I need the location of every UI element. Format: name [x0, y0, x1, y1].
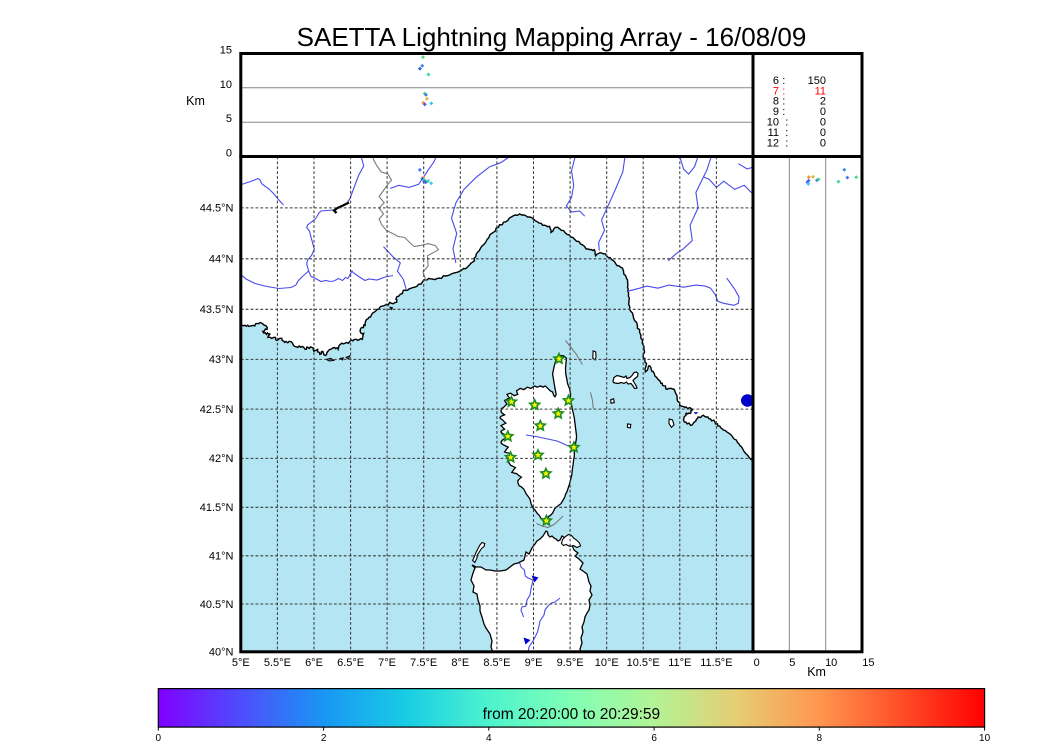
svg-text:10: 10	[220, 79, 232, 91]
svg-text:5.5°E: 5.5°E	[264, 657, 291, 669]
svg-text:10.5°E: 10.5°E	[627, 657, 660, 669]
svg-text:9: 9	[773, 106, 779, 118]
svg-text:0: 0	[156, 733, 162, 744]
svg-text:10: 10	[767, 117, 779, 129]
svg-text:0: 0	[754, 657, 760, 669]
svg-text:5°E: 5°E	[232, 657, 250, 669]
svg-text:SAETTA Lightning Mapping Array: SAETTA Lightning Mapping Array - 16/08/0…	[297, 22, 807, 52]
svg-text::: :	[785, 117, 788, 129]
svg-text:10: 10	[979, 733, 991, 744]
svg-text:40.5°N: 40.5°N	[200, 599, 234, 611]
svg-text:0: 0	[820, 137, 826, 149]
svg-text:7.5°E: 7.5°E	[410, 657, 437, 669]
svg-text:6: 6	[773, 75, 779, 87]
svg-text:5: 5	[789, 657, 795, 669]
svg-text::: :	[785, 137, 788, 149]
svg-text:7°E: 7°E	[378, 657, 396, 669]
svg-text:4: 4	[486, 733, 492, 744]
svg-text:44.5°N: 44.5°N	[200, 203, 234, 215]
svg-text:8: 8	[817, 733, 823, 744]
svg-text:42.5°N: 42.5°N	[200, 404, 234, 416]
svg-text:42°N: 42°N	[209, 453, 234, 465]
svg-text:8.5°E: 8.5°E	[483, 657, 510, 669]
svg-text:0: 0	[820, 106, 826, 118]
svg-text:0: 0	[820, 117, 826, 129]
svg-text:41.5°N: 41.5°N	[200, 502, 234, 514]
svg-text:11°E: 11°E	[668, 657, 691, 669]
svg-text:10: 10	[825, 657, 837, 669]
svg-text::: :	[782, 106, 785, 118]
svg-text:6.5°E: 6.5°E	[337, 657, 364, 669]
svg-text:2: 2	[820, 96, 826, 108]
svg-text:0: 0	[226, 148, 232, 160]
svg-text:5: 5	[226, 113, 232, 125]
svg-text:0: 0	[820, 127, 826, 139]
svg-text:12: 12	[767, 137, 779, 149]
svg-text::: :	[785, 127, 788, 139]
svg-text:11: 11	[768, 127, 779, 139]
svg-text::: :	[782, 85, 785, 97]
svg-text:2: 2	[321, 733, 327, 744]
svg-text:Km: Km	[807, 665, 826, 679]
svg-text:9°E: 9°E	[525, 657, 543, 669]
svg-text:43.5°N: 43.5°N	[200, 304, 234, 316]
svg-text:8: 8	[773, 96, 779, 108]
svg-text:11.5°E: 11.5°E	[700, 657, 732, 669]
svg-text:44°N: 44°N	[209, 254, 234, 266]
svg-text:7: 7	[773, 85, 779, 97]
svg-text:9.5°E: 9.5°E	[557, 657, 584, 669]
svg-text:Km: Km	[186, 94, 205, 108]
svg-text:15: 15	[220, 45, 232, 57]
svg-text:41°N: 41°N	[209, 551, 234, 563]
svg-text:6: 6	[651, 733, 657, 744]
svg-text::: :	[782, 75, 785, 87]
svg-text:150: 150	[808, 75, 826, 87]
svg-text:40°N: 40°N	[209, 647, 234, 659]
svg-text::: :	[782, 96, 785, 108]
svg-text:43°N: 43°N	[209, 354, 234, 366]
svg-text:8°E: 8°E	[451, 657, 469, 669]
svg-text:10°E: 10°E	[595, 657, 619, 669]
svg-text:from 20:20:00 to 20:29:59: from 20:20:00 to 20:29:59	[483, 706, 661, 723]
svg-text:11: 11	[815, 85, 826, 97]
svg-text:15: 15	[862, 657, 874, 669]
svg-text:6°E: 6°E	[305, 657, 323, 669]
